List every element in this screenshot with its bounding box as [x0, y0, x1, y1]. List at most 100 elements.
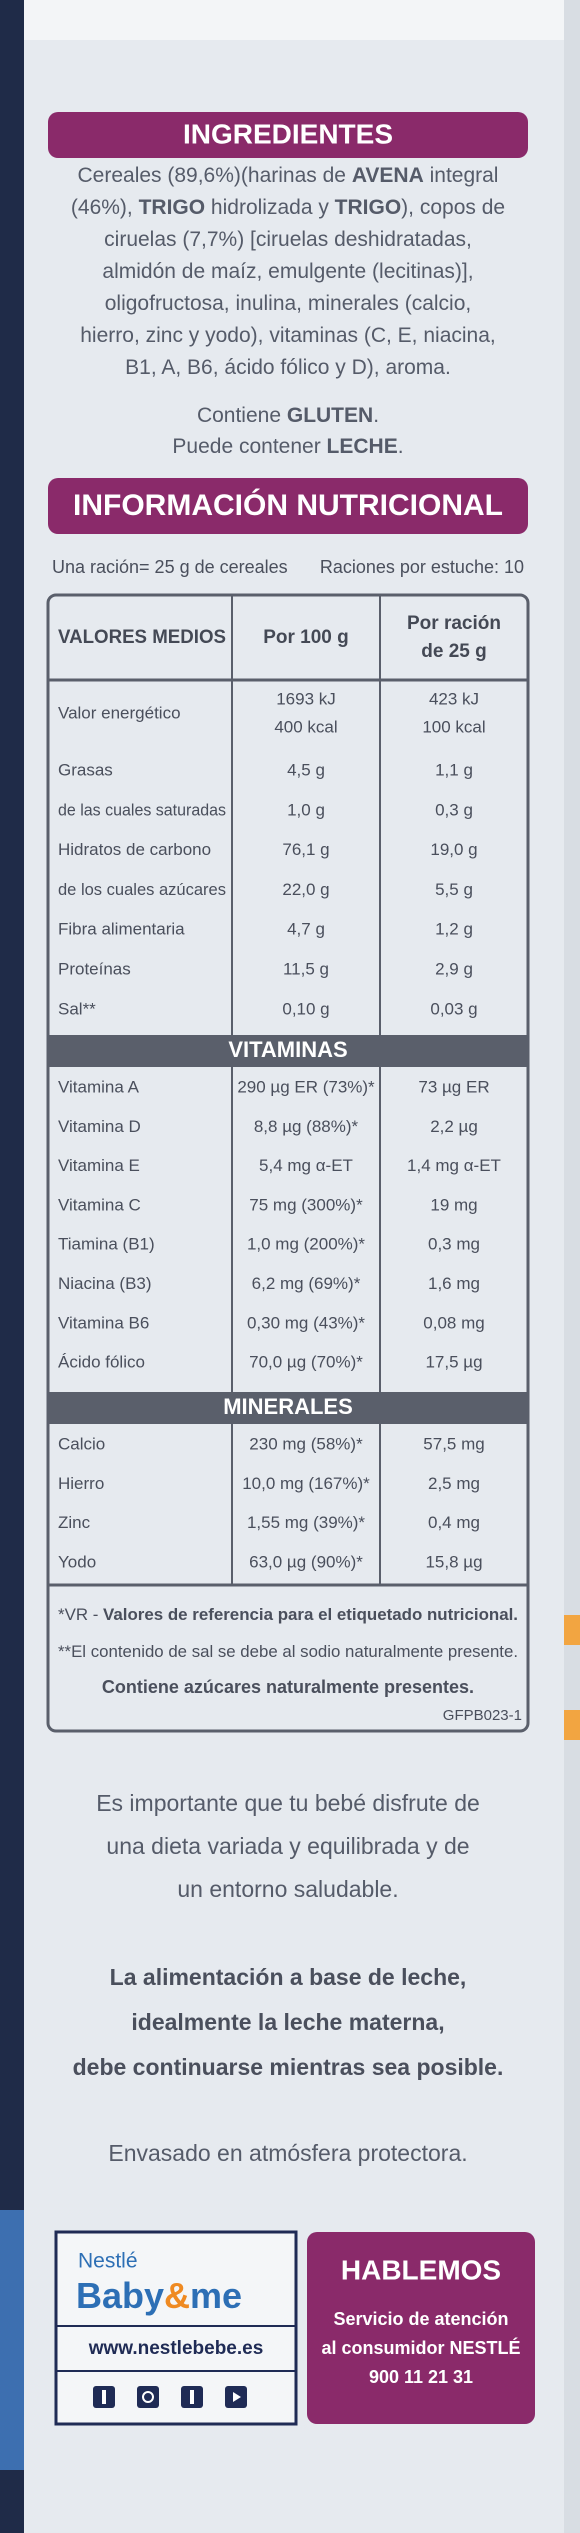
table-cell: 4,7 g — [287, 920, 325, 939]
table-cell: 1,55 mg (39%)* — [247, 1513, 365, 1532]
text-run: (46%), — [71, 196, 139, 219]
table-cell: 5,5 g — [435, 880, 473, 899]
table-cell: 1,0 mg (200%)* — [247, 1235, 365, 1254]
table-frame — [46, 593, 530, 1733]
contact-title: HABLEMOS — [341, 2254, 501, 2285]
text-run: Valores de referencia para el etiquetado… — [103, 1605, 518, 1624]
right-edge — [564, 0, 580, 2533]
table-cell: 0,4 mg — [428, 1513, 480, 1532]
table-cell: 1,6 mg — [428, 1274, 480, 1293]
text-run: hierro, zinc y yodo), vitaminas (C, E, n… — [80, 324, 496, 347]
table-cell: Vitamina D — [58, 1117, 141, 1136]
table-cell: 5,4 mg α-ET — [259, 1156, 353, 1175]
table-cell: 290 µg ER (73%)* — [237, 1077, 375, 1096]
packaging-note: Envasado en atmósfera protectora. — [108, 2140, 467, 2166]
table-cell: Hidratos de carbono — [58, 840, 211, 859]
table-cell: 100 kcal — [422, 717, 485, 736]
left-edge-accent — [0, 2210, 24, 2470]
text-run: LECHE — [327, 435, 398, 458]
contact-box — [307, 2232, 535, 2424]
social-icon — [137, 2386, 159, 2408]
serving-size: Una ración= 25 g de cereales — [52, 557, 288, 577]
table-cell: 0,3 mg — [428, 1235, 480, 1254]
table-cell: 70,0 µg (70%)* — [249, 1353, 363, 1372]
top-flap — [24, 0, 564, 40]
ingredient-line: (46%), TRIGO hidrolizada y TRIGO), copos… — [71, 196, 505, 219]
table-cell: 1,4 mg α-ET — [407, 1156, 501, 1175]
text-run: Cereales (89,6%)(harinas de — [78, 164, 352, 187]
message-line: Es importante que tu bebé disfrute de — [96, 1790, 480, 1816]
table-cell: Tiamina (B1) — [58, 1235, 155, 1254]
table-header: Por 100 g — [263, 627, 349, 648]
table-cell: 2,5 mg — [428, 1474, 480, 1493]
table-cell: 10,0 mg (167%)* — [242, 1474, 370, 1493]
brand-name: Nestlé — [78, 2250, 138, 2273]
brand-url: www.nestlebebe.es — [88, 2338, 264, 2359]
table-cell: 75 mg (300%)* — [249, 1195, 363, 1214]
text-run: GLUTEN — [287, 404, 373, 427]
social-icon-detail — [233, 2392, 241, 2402]
table-cell: Hierro — [58, 1474, 104, 1493]
text-run: **El contenido de sal se debe al sodio n… — [58, 1642, 518, 1661]
section-banner — [48, 478, 528, 534]
allergen-note: Contiene GLUTEN. — [197, 404, 379, 427]
ingredient-line: ciruelas (7,7%) [ciruelas deshidratadas, — [104, 228, 472, 251]
ingredient-line: hierro, zinc y yodo), vitaminas (C, E, n… — [80, 324, 496, 347]
text-run: Contiene — [197, 404, 287, 427]
logo-part: me — [190, 2275, 242, 2316]
table-cell: 15,8 µg — [425, 1552, 482, 1571]
ingredient-line: almidón de maíz, emulgente (lecitinas)], — [102, 260, 473, 283]
section-banner — [48, 112, 528, 158]
table-cell: 0,08 mg — [423, 1313, 484, 1332]
left-edge — [0, 0, 24, 2533]
table-cell: 22,0 g — [282, 880, 329, 899]
logo-part: Baby — [76, 2275, 164, 2316]
section-band-title: MINERALES — [223, 1394, 353, 1419]
table-cell: 11,5 g — [283, 959, 329, 978]
table-cell: 2,9 g — [435, 959, 473, 978]
table-cell: Sal** — [58, 999, 96, 1018]
text-run: B1, A, B6, ácido fólico y D), aroma. — [125, 356, 451, 379]
text-run: ciruelas (7,7%) [ciruelas deshidratadas, — [104, 228, 472, 251]
footnote: Contiene azúcares naturalmente presentes… — [102, 1677, 474, 1697]
table-cell: de las cuales saturadas — [58, 800, 226, 819]
table-cell: Niacina (B3) — [58, 1274, 152, 1293]
table-header: de 25 g — [421, 641, 486, 662]
message-line: debe continuarse mientras sea posible. — [73, 2054, 504, 2080]
message-line: un entorno saludable. — [177, 1876, 398, 1902]
table-cell: 0,3 g — [435, 800, 473, 819]
table-cell: 19 mg — [430, 1195, 477, 1214]
text-run: TRIGO — [335, 196, 402, 219]
text-run: . — [398, 435, 404, 458]
table-cell: 8,8 µg (88%)* — [254, 1117, 359, 1136]
right-marker — [564, 1615, 580, 1645]
table-cell: Vitamina C — [58, 1195, 141, 1214]
social-icon-detail — [190, 2390, 194, 2404]
table-cell: 2,2 µg — [430, 1117, 478, 1136]
text-run: oligofructosa, inulina, minerales (calci… — [105, 292, 472, 315]
text-run: hidrolizada y — [205, 196, 335, 219]
table-cell: 17,5 µg — [425, 1353, 482, 1372]
product-code: GFPB023-1 — [443, 1707, 522, 1724]
table-cell: Fibra alimentaria — [58, 920, 185, 939]
table-cell: 6,2 mg (69%)* — [252, 1274, 361, 1293]
table-cell: Zinc — [58, 1513, 91, 1532]
section-band — [48, 1035, 528, 1067]
footnote: **El contenido de sal se debe al sodio n… — [58, 1642, 518, 1661]
table-cell: 1,1 g — [435, 760, 473, 779]
table-header: Por ración — [407, 613, 501, 634]
section-title: INFORMACIÓN NUTRICIONAL — [73, 488, 503, 522]
table-cell: Vitamina B6 — [58, 1313, 149, 1332]
section-band-title: VITAMINAS — [228, 1037, 347, 1062]
table-cell: 230 mg (58%)* — [249, 1434, 363, 1453]
table-cell: 0,10 g — [282, 999, 329, 1018]
footnote: *VR - Valores de referencia para el etiq… — [58, 1605, 518, 1624]
text-run: TRIGO — [139, 196, 206, 219]
table-cell: 57,5 mg — [423, 1434, 484, 1453]
table-cell: Vitamina E — [58, 1156, 140, 1175]
table-cell: 0,03 g — [430, 999, 477, 1018]
section-title: INGREDIENTES — [183, 118, 393, 149]
table-cell: Valor energético — [58, 703, 181, 722]
